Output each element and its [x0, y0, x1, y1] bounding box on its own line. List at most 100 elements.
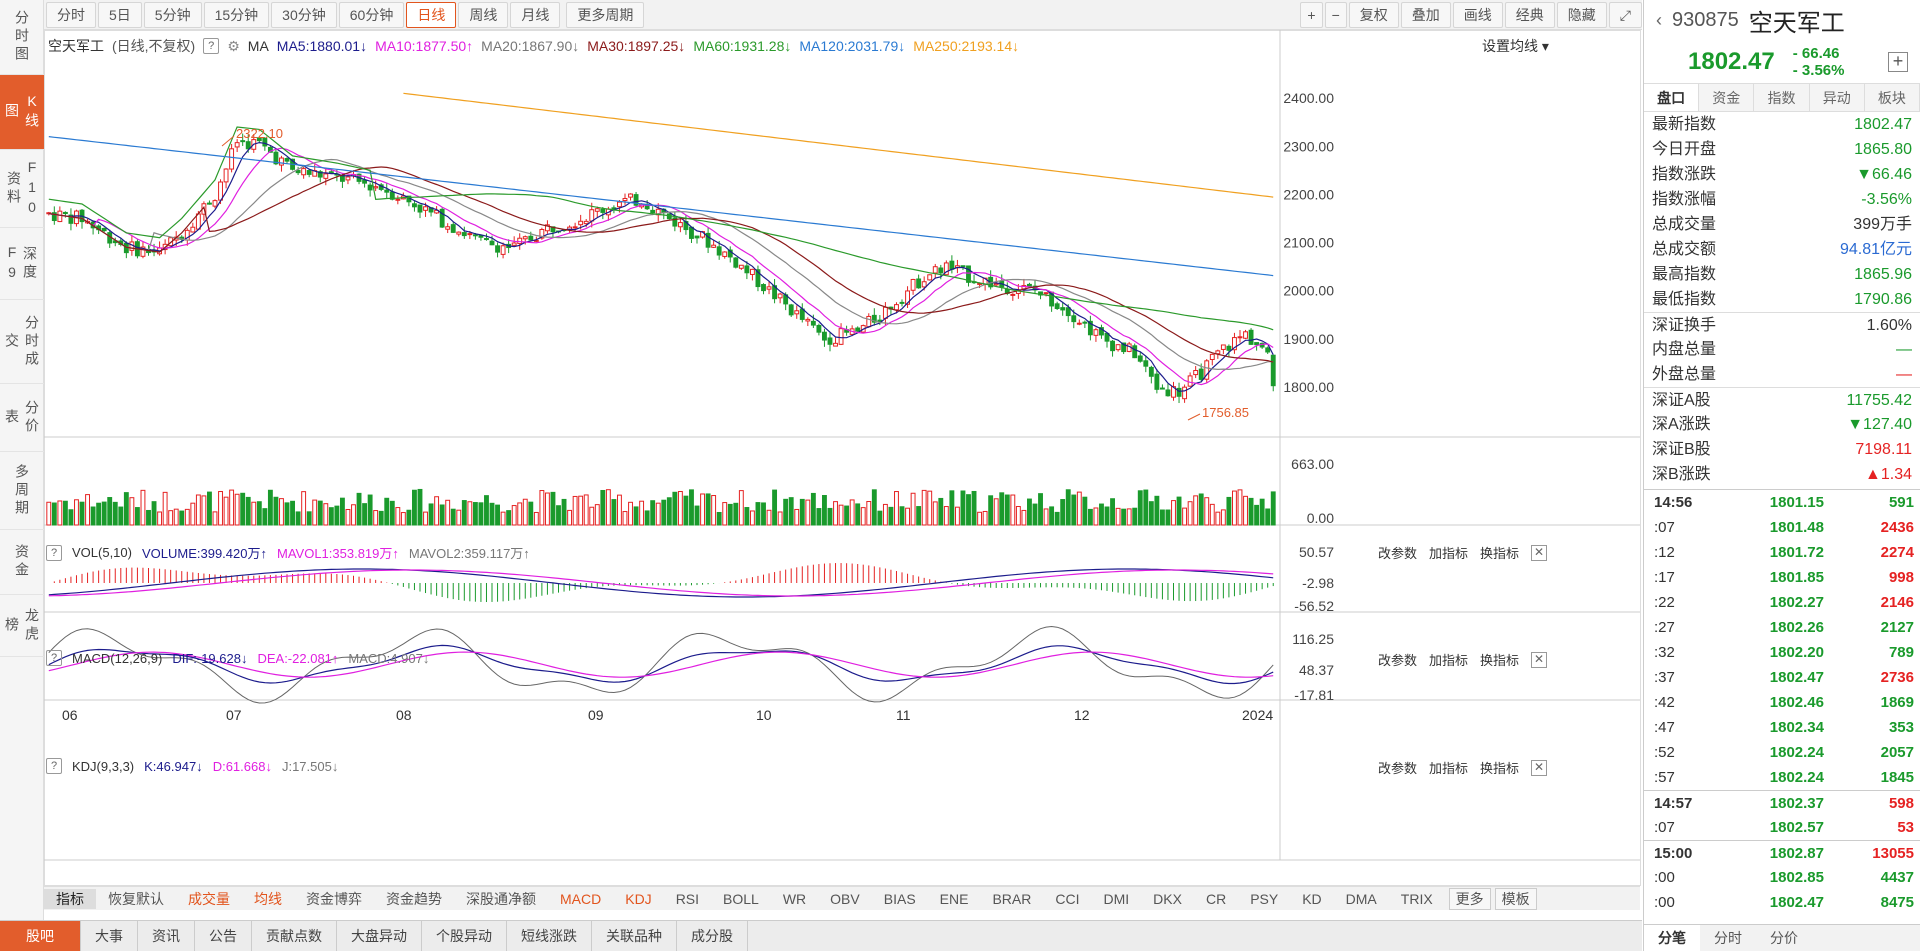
indicator-tab-25[interactable]: 模板 [1494, 887, 1537, 910]
close-icon[interactable]: ✕ [1531, 544, 1548, 561]
period-tab-9[interactable]: 更多周期 [566, 1, 645, 28]
switch-indicator-button[interactable]: 换指标 [1480, 546, 1520, 561]
tick-tab-2[interactable]: 分价 [1770, 930, 1798, 946]
left-nav-item-6[interactable]: 多周期 [0, 452, 44, 530]
quote-tab-3[interactable]: 异动 [1809, 84, 1865, 111]
edit-params-button[interactable]: 改参数 [1378, 761, 1418, 776]
period-tab-6[interactable]: 日线 [406, 1, 457, 28]
toolbar-right-4[interactable]: 画线 [1452, 1, 1503, 28]
bottom-tab-5[interactable]: 大盘异动 [337, 920, 422, 951]
add-indicator-button[interactable]: 加指标 [1429, 546, 1469, 561]
indicator-tab-7[interactable]: MACD [560, 890, 602, 907]
left-nav-item-3[interactable]: 深度F9 [0, 228, 44, 300]
indicator-tab-12[interactable]: OBV [830, 890, 860, 907]
indicator-tab-0[interactable]: 指标 [44, 888, 96, 909]
help-icon[interactable]: ? [46, 544, 62, 561]
volume-bar [461, 500, 467, 526]
indicator-tab-20[interactable]: PSY [1250, 890, 1279, 907]
bottom-tabs: 股吧 大事 资讯 公告 贡献点数 大盘异动 个股异动 短线涨跌 关联品种 成分股 [0, 920, 1642, 951]
period-tab-7[interactable]: 周线 [458, 1, 509, 28]
bottom-tab-7[interactable]: 短线涨跌 [507, 920, 592, 951]
volume-bar [351, 504, 356, 526]
indicator-tab-8[interactable]: KDJ [625, 890, 652, 907]
indicator-tab-22[interactable]: DMA [1345, 890, 1377, 907]
quote-tab-1[interactable]: 资金 [1699, 84, 1755, 111]
add-watchlist-icon[interactable]: + [1888, 51, 1908, 72]
period-tab-8[interactable]: 月线 [510, 1, 561, 28]
switch-indicator-button[interactable]: 换指标 [1480, 761, 1520, 776]
indicator-tab-13[interactable]: BIAS [883, 890, 916, 907]
indicator-tab-17[interactable]: DMI [1103, 890, 1130, 907]
help-icon[interactable]: ? [203, 38, 220, 54]
indicator-tab-9[interactable]: RSI [675, 890, 700, 907]
indicator-tab-6[interactable]: 深股通净额 [466, 890, 536, 907]
add-indicator-button[interactable]: 加指标 [1429, 761, 1469, 776]
bottom-tab-8[interactable]: 关联品种 [592, 920, 677, 951]
period-tab-4[interactable]: 30分钟 [271, 1, 337, 28]
gear-icon[interactable]: ⚙ [227, 37, 240, 54]
indicator-tab-21[interactable]: KD [1302, 890, 1322, 907]
indicator-tab-19[interactable]: CR [1205, 890, 1227, 907]
volume-bar [262, 508, 268, 526]
period-tab-2[interactable]: 5分钟 [143, 1, 202, 28]
tick-tab-1[interactable]: 分时 [1714, 930, 1742, 946]
left-nav-item-5[interactable]: 分价表 [0, 384, 44, 452]
ma-settings-button[interactable]: 设置均线 ▾ [1482, 38, 1549, 54]
indicator-tab-1[interactable]: 恢复默认 [108, 890, 164, 907]
indicator-tab-4[interactable]: 资金博弈 [306, 890, 362, 907]
indicator-tab-24[interactable]: 更多 [1448, 887, 1491, 910]
left-nav-item-1[interactable]: K线图 [0, 75, 44, 150]
tick-tab-0[interactable]: 分笔 [1644, 925, 1700, 951]
bottom-tab-1[interactable]: 大事 [81, 920, 138, 951]
left-nav-item-0[interactable]: 分时图 [0, 0, 44, 75]
toolbar-right-3[interactable]: 叠加 [1400, 1, 1451, 28]
quote-tab-4[interactable]: 板块 [1864, 84, 1920, 111]
edit-params-button[interactable]: 改参数 [1378, 653, 1418, 668]
bottom-tab-6[interactable]: 个股异动 [422, 920, 507, 951]
period-tab-1[interactable]: 5日 [98, 1, 142, 28]
help-icon[interactable]: ? [46, 758, 62, 774]
indicator-tab-5[interactable]: 资金趋势 [386, 890, 442, 907]
toolbar-right-1[interactable]: − [1324, 1, 1347, 28]
indicator-tab-15[interactable]: BRAR [992, 890, 1032, 907]
close-icon[interactable]: ✕ [1531, 651, 1548, 668]
volume-bar [844, 505, 850, 526]
toolbar-right-0[interactable]: + [1300, 1, 1323, 28]
left-nav-item-7[interactable]: 资金 [0, 530, 44, 595]
indicator-tab-23[interactable]: TRIX [1400, 890, 1433, 907]
indicator-tab-10[interactable]: BOLL [723, 890, 759, 907]
indicator-tab-18[interactable]: DKX [1153, 890, 1182, 907]
bottom-tab-9[interactable]: 成分股 [677, 920, 748, 951]
bottom-tab-4[interactable]: 贡献点数 [252, 920, 337, 951]
indicator-tab-11[interactable]: WR [782, 890, 807, 907]
left-nav-item-2[interactable]: F10资料 [0, 150, 44, 228]
close-icon[interactable]: ✕ [1531, 759, 1548, 776]
indicator-tab-14[interactable]: ENE [939, 890, 969, 907]
left-nav-item-4[interactable]: 分时成交 [0, 300, 44, 384]
bottom-tab-0[interactable]: 股吧 [0, 920, 81, 951]
toolbar-right-2[interactable]: 复权 [1348, 1, 1399, 28]
indicator-tab-16[interactable]: CCI [1055, 890, 1080, 907]
candle-body [622, 198, 628, 202]
left-nav-item-8[interactable]: 龙虎榜 [0, 595, 44, 657]
quote-tab-0[interactable]: 盘口 [1644, 84, 1700, 111]
back-icon[interactable]: ‹ [1656, 9, 1662, 30]
indicator-tab-3[interactable]: 均线 [254, 890, 282, 907]
period-tab-3[interactable]: 15分钟 [203, 1, 270, 28]
period-tab-5[interactable]: 60分钟 [338, 1, 405, 28]
fullscreen-icon[interactable]: ⤢ [1608, 1, 1642, 28]
help-icon[interactable]: ? [46, 650, 62, 666]
toolbar-right-5[interactable]: 经典 [1504, 1, 1555, 28]
candle-body [1182, 386, 1188, 400]
add-indicator-button[interactable]: 加指标 [1429, 653, 1469, 668]
period-tab-0[interactable]: 分时 [46, 1, 96, 28]
toolbar-right-6[interactable]: 隐藏 [1556, 1, 1607, 28]
indicator-tab-2[interactable]: 成交量 [188, 890, 230, 907]
switch-indicator-button[interactable]: 换指标 [1480, 653, 1520, 668]
volume-bar [938, 497, 944, 526]
kline-chart[interactable]: 2400.00 2300.00 2200.00 2100.00 2000.00 1900.… [44, 30, 1642, 886]
quote-tab-2[interactable]: 指数 [1754, 84, 1810, 111]
bottom-tab-2[interactable]: 资讯 [138, 920, 195, 951]
bottom-tab-3[interactable]: 公告 [195, 920, 252, 951]
edit-params-button[interactable]: 改参数 [1378, 546, 1418, 561]
